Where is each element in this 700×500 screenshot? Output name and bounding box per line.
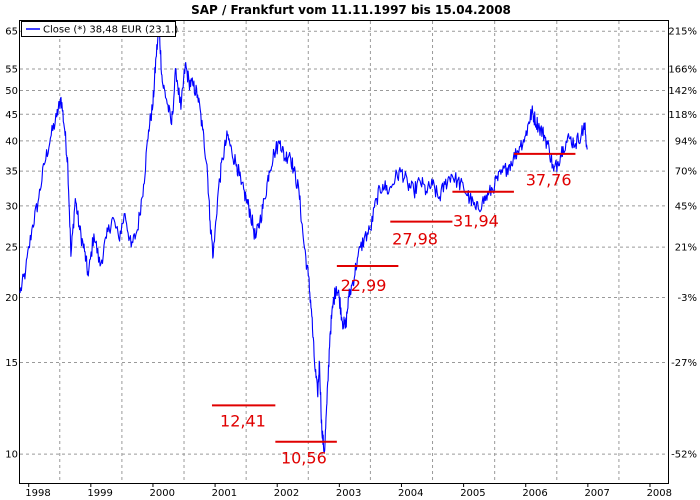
y-tick-left: 20 <box>5 293 18 304</box>
y-tick-right: 166% <box>668 64 697 75</box>
x-tick-label: 2002 <box>274 488 299 499</box>
level-label: 10,56 <box>281 448 327 467</box>
y-tick-right: 118% <box>668 110 697 121</box>
y-tick-right: 70% <box>675 167 697 178</box>
y-tick-right: 45% <box>675 201 697 212</box>
level-label: 27,98 <box>392 229 438 248</box>
y-tick-right: 142% <box>668 86 697 97</box>
chart-title: SAP / Frankfurt vom 11.11.1997 bis 15.04… <box>191 3 511 17</box>
x-tick-label: 2005 <box>460 488 485 499</box>
x-tick-label: 2003 <box>336 488 361 499</box>
x-tick-label: 2004 <box>398 488 423 499</box>
annotations: 12,41 10,56 22,99 27,98 31,94 37,76 <box>211 152 576 467</box>
y-tick-right: 94% <box>675 136 697 147</box>
y-tick-left: 10 <box>5 450 18 461</box>
level-label: 37,76 <box>526 171 572 190</box>
legend-box <box>21 21 176 37</box>
legend: Close (*) 38,48 EUR (23.1.) <box>21 21 178 37</box>
level-label: 12,41 <box>220 412 266 431</box>
y-tick-left: 15 <box>5 358 18 369</box>
y-tick-left: 50 <box>5 86 18 97</box>
y-tick-right: -52% <box>671 450 697 461</box>
x-tick-label: 1999 <box>87 488 112 499</box>
y-tick-left: 30 <box>5 201 18 212</box>
x-tick-label: 1998 <box>25 488 50 499</box>
y-tick-right: -27% <box>671 358 697 369</box>
y-tick-left: 55 <box>5 64 18 75</box>
legend-label: Close (*) 38,48 EUR (23.1.) <box>43 25 178 36</box>
x-tick-label: 2000 <box>150 488 175 499</box>
series-layer <box>19 27 588 453</box>
y-tick-right: -3% <box>678 293 697 304</box>
y-tick-left: 25 <box>5 243 18 254</box>
level-label: 22,99 <box>341 276 387 295</box>
y-tick-left: 40 <box>5 136 18 147</box>
x-tick-label: 2001 <box>212 488 237 499</box>
x-tick-label: 2007 <box>584 488 609 499</box>
plot-frame <box>19 20 669 484</box>
x-tick-label: 2006 <box>522 488 547 499</box>
y-tick-left: 65 <box>5 27 18 38</box>
y-tick-left: 35 <box>5 167 18 178</box>
x-tick-label: 2008 <box>647 488 672 499</box>
y-tick-right: 215% <box>668 27 697 38</box>
series-line-close <box>19 27 588 453</box>
tick-labels: 10 15 20 25 30 35 40 45 50 55 65 215% 166% 142% 118% 94… <box>5 27 697 499</box>
y-tick-right: 21% <box>675 243 697 254</box>
level-label: 31,94 <box>453 211 499 230</box>
y-tick-left: 45 <box>5 110 18 121</box>
